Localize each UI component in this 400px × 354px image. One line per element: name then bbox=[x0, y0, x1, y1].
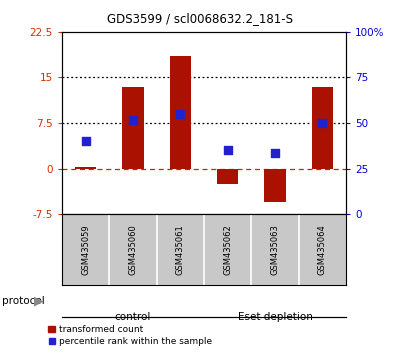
Bar bbox=[75, 167, 96, 169]
Text: GSM435060: GSM435060 bbox=[128, 224, 138, 275]
Text: GSM435064: GSM435064 bbox=[318, 224, 327, 275]
Bar bbox=[264, 169, 286, 202]
Point bbox=[130, 117, 136, 123]
Text: GSM435059: GSM435059 bbox=[81, 224, 90, 275]
Text: protocol: protocol bbox=[2, 296, 45, 306]
Bar bbox=[170, 56, 191, 169]
Legend: transformed count, percentile rank within the sample: transformed count, percentile rank withi… bbox=[44, 321, 216, 349]
Point bbox=[319, 120, 326, 126]
Point bbox=[272, 150, 278, 156]
Text: GSM435063: GSM435063 bbox=[270, 224, 280, 275]
Text: GSM435061: GSM435061 bbox=[176, 224, 185, 275]
Text: Eset depletion: Eset depletion bbox=[238, 312, 312, 322]
Bar bbox=[122, 86, 144, 169]
Text: ▶: ▶ bbox=[34, 295, 44, 307]
Point bbox=[177, 111, 184, 117]
Text: control: control bbox=[115, 312, 151, 322]
Bar bbox=[312, 86, 333, 169]
Bar bbox=[217, 169, 238, 184]
Text: GDS3599 / scl0068632.2_181-S: GDS3599 / scl0068632.2_181-S bbox=[107, 12, 293, 25]
Point bbox=[224, 148, 231, 153]
Point bbox=[82, 138, 89, 144]
Text: GSM435062: GSM435062 bbox=[223, 224, 232, 275]
